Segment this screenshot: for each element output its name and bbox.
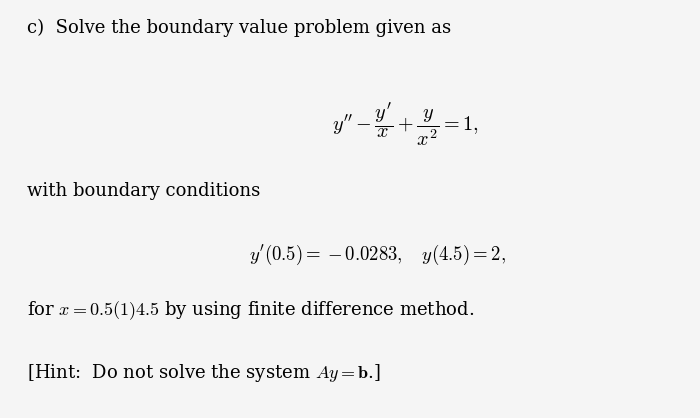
Text: [Hint:  Do not solve the system $Ay = \mathbf{b}$.]: [Hint: Do not solve the system $Ay = \ma… [27, 362, 381, 384]
Text: $y'(0.5) = -0.0283, \quad y(4.5) = 2,$: $y'(0.5) = -0.0283, \quad y(4.5) = 2,$ [249, 242, 507, 267]
Text: c)  Solve the boundary value problem given as: c) Solve the boundary value problem give… [27, 19, 451, 37]
Text: $y'' - \dfrac{y'}{x} + \dfrac{y}{x^2} = 1,$: $y'' - \dfrac{y'}{x} + \dfrac{y}{x^2} = … [332, 100, 480, 148]
Text: for $x = 0.5(1)4.5$ by using finite difference method.: for $x = 0.5(1)4.5$ by using finite diff… [27, 299, 474, 321]
Text: with boundary conditions: with boundary conditions [27, 182, 260, 200]
